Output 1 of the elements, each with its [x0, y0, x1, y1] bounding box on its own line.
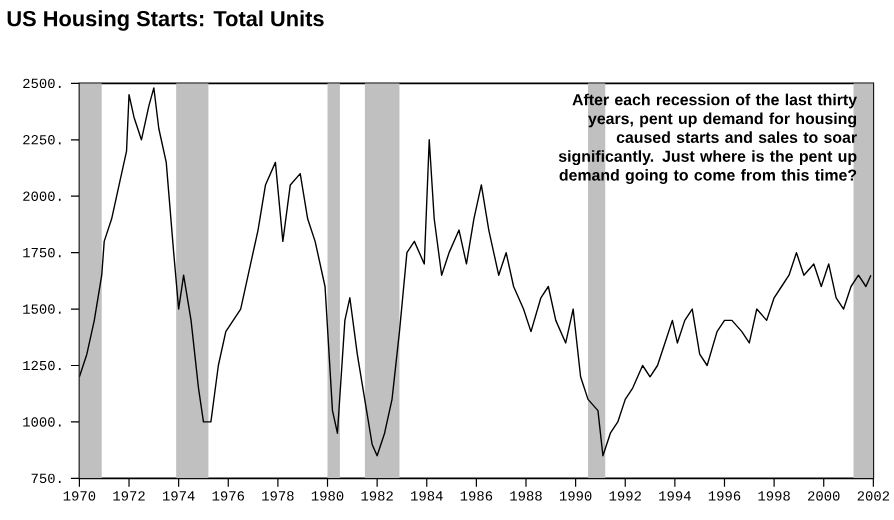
chart-title: US Housing Starts: Total Units	[7, 10, 324, 31]
